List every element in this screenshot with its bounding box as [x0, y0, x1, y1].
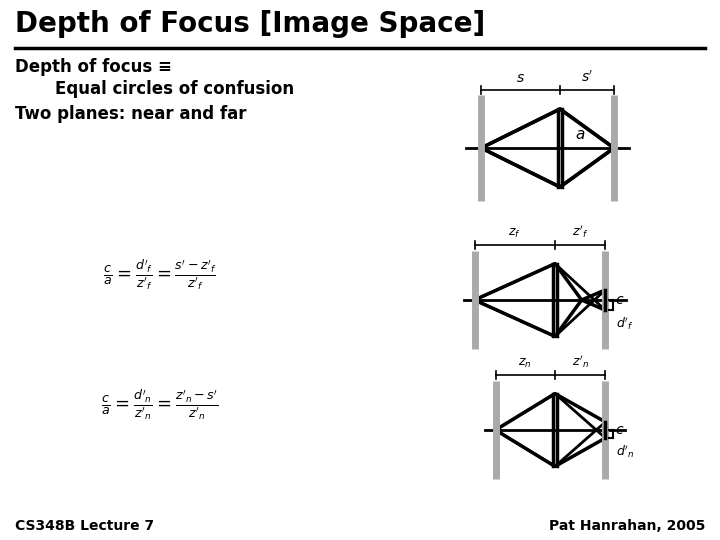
- Text: $z_f$: $z_f$: [508, 227, 521, 240]
- Text: Depth of focus ≡: Depth of focus ≡: [15, 58, 172, 76]
- Text: $d'_n$: $d'_n$: [616, 443, 635, 460]
- Text: $z'_n$: $z'_n$: [572, 353, 589, 370]
- Text: $a$: $a$: [575, 127, 585, 142]
- Text: $z'_f$: $z'_f$: [572, 223, 588, 240]
- Text: $s'$: $s'$: [581, 69, 593, 84]
- Text: Pat Hanrahan, 2005: Pat Hanrahan, 2005: [549, 519, 705, 533]
- Text: CS348B Lecture 7: CS348B Lecture 7: [15, 519, 154, 533]
- Text: $z_n$: $z_n$: [518, 356, 532, 370]
- Text: $c$: $c$: [616, 423, 625, 437]
- Text: $s$: $s$: [516, 71, 525, 84]
- Text: $d'_f$: $d'_f$: [616, 315, 634, 332]
- Text: Equal circles of confusion: Equal circles of confusion: [55, 80, 294, 98]
- Text: Two planes: near and far: Two planes: near and far: [15, 105, 246, 123]
- Text: $\frac{c}{a} = \frac{d'_f}{z'_f} = \frac{s'-z'_f}{z'_f}$: $\frac{c}{a} = \frac{d'_f}{z'_f} = \frac…: [103, 258, 217, 292]
- Text: Depth of Focus [Image Space]: Depth of Focus [Image Space]: [15, 10, 485, 38]
- Text: $\frac{c}{a} = \frac{d'_n}{z'_n} = \frac{z'_n-s'}{z'_n}$: $\frac{c}{a} = \frac{d'_n}{z'_n} = \frac…: [102, 388, 219, 422]
- Text: $c$: $c$: [616, 293, 625, 307]
